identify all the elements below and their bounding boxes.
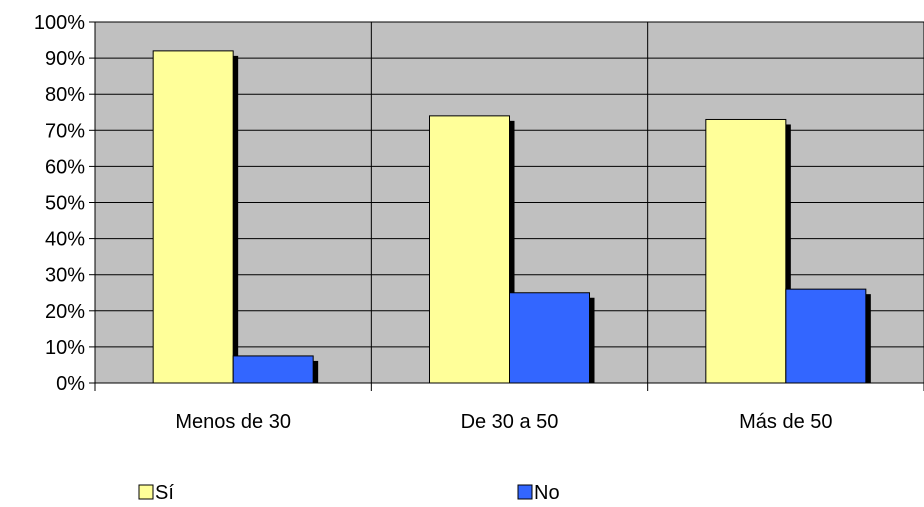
bar xyxy=(509,292,590,384)
y-axis-ticks: 0% 10% 20% 30% 40% 50% 60% 70% 80% 90% 100% xyxy=(34,12,924,395)
legend-label: Sí xyxy=(155,482,174,504)
y-tick-label: 80% xyxy=(45,84,85,106)
bar xyxy=(152,50,234,384)
y-tick-label: 70% xyxy=(45,120,85,142)
y-tick-label: 20% xyxy=(45,301,85,323)
bar xyxy=(705,118,787,384)
bar xyxy=(785,288,867,384)
legend: Sí No xyxy=(138,482,560,504)
legend-label: No xyxy=(534,482,560,504)
x-tick-label: De 30 a 50 xyxy=(461,411,559,433)
y-tick-label: 100% xyxy=(34,12,85,34)
bar xyxy=(232,355,314,384)
y-tick-label: 10% xyxy=(45,337,85,359)
x-axis-labels: Menos de 30 De 30 a 50 Más de 50 xyxy=(175,411,832,433)
legend-swatch xyxy=(138,484,154,500)
bars xyxy=(152,50,871,384)
y-tick-label: 60% xyxy=(45,156,85,178)
y-tick-label: 0% xyxy=(56,373,85,395)
x-tick-label: Más de 50 xyxy=(739,411,832,433)
x-tick-label: Menos de 30 xyxy=(175,411,291,433)
y-tick-label: 30% xyxy=(45,265,85,287)
y-tick-label: 40% xyxy=(45,229,85,251)
bar xyxy=(429,115,510,384)
y-tick-label: 90% xyxy=(45,48,85,70)
y-tick-label: 50% xyxy=(45,193,85,215)
legend-swatch xyxy=(517,484,533,500)
